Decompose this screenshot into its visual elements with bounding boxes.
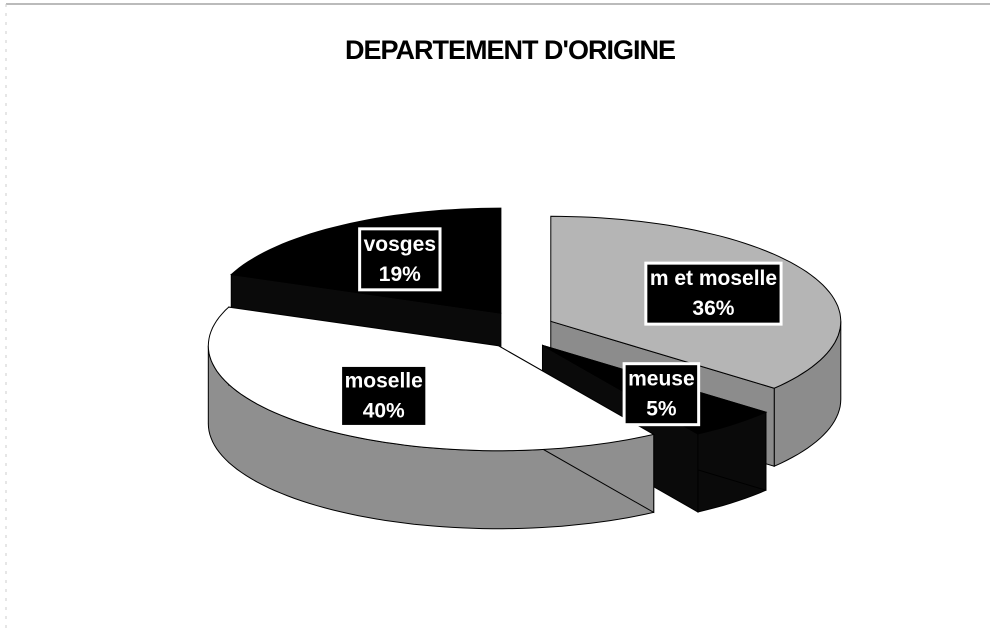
value-label: 36%	[692, 297, 734, 320]
chart-title: DEPARTEMENT D'ORIGINE	[345, 35, 675, 65]
data-label-box	[644, 261, 783, 326]
pie-labels: m et moselle 36% meuse 5% moselle 40% vosges 19…	[339, 227, 783, 428]
data-label-box	[358, 227, 442, 292]
category-label: vosges	[364, 233, 436, 256]
data-label: moselle 40%	[339, 363, 429, 428]
pie-slice	[207, 306, 656, 452]
category-label: moselle	[345, 369, 423, 392]
value-label: 5%	[646, 398, 677, 421]
data-label-box	[622, 362, 701, 427]
category-label: meuse	[628, 368, 695, 391]
data-label-box	[339, 363, 429, 428]
value-label: 19%	[379, 263, 421, 286]
value-label: 40%	[363, 399, 405, 422]
category-label: m et moselle	[650, 267, 777, 290]
data-label: meuse 5%	[622, 362, 701, 427]
data-label: vosges 19%	[358, 227, 442, 292]
data-label: m et moselle 36%	[644, 261, 783, 326]
